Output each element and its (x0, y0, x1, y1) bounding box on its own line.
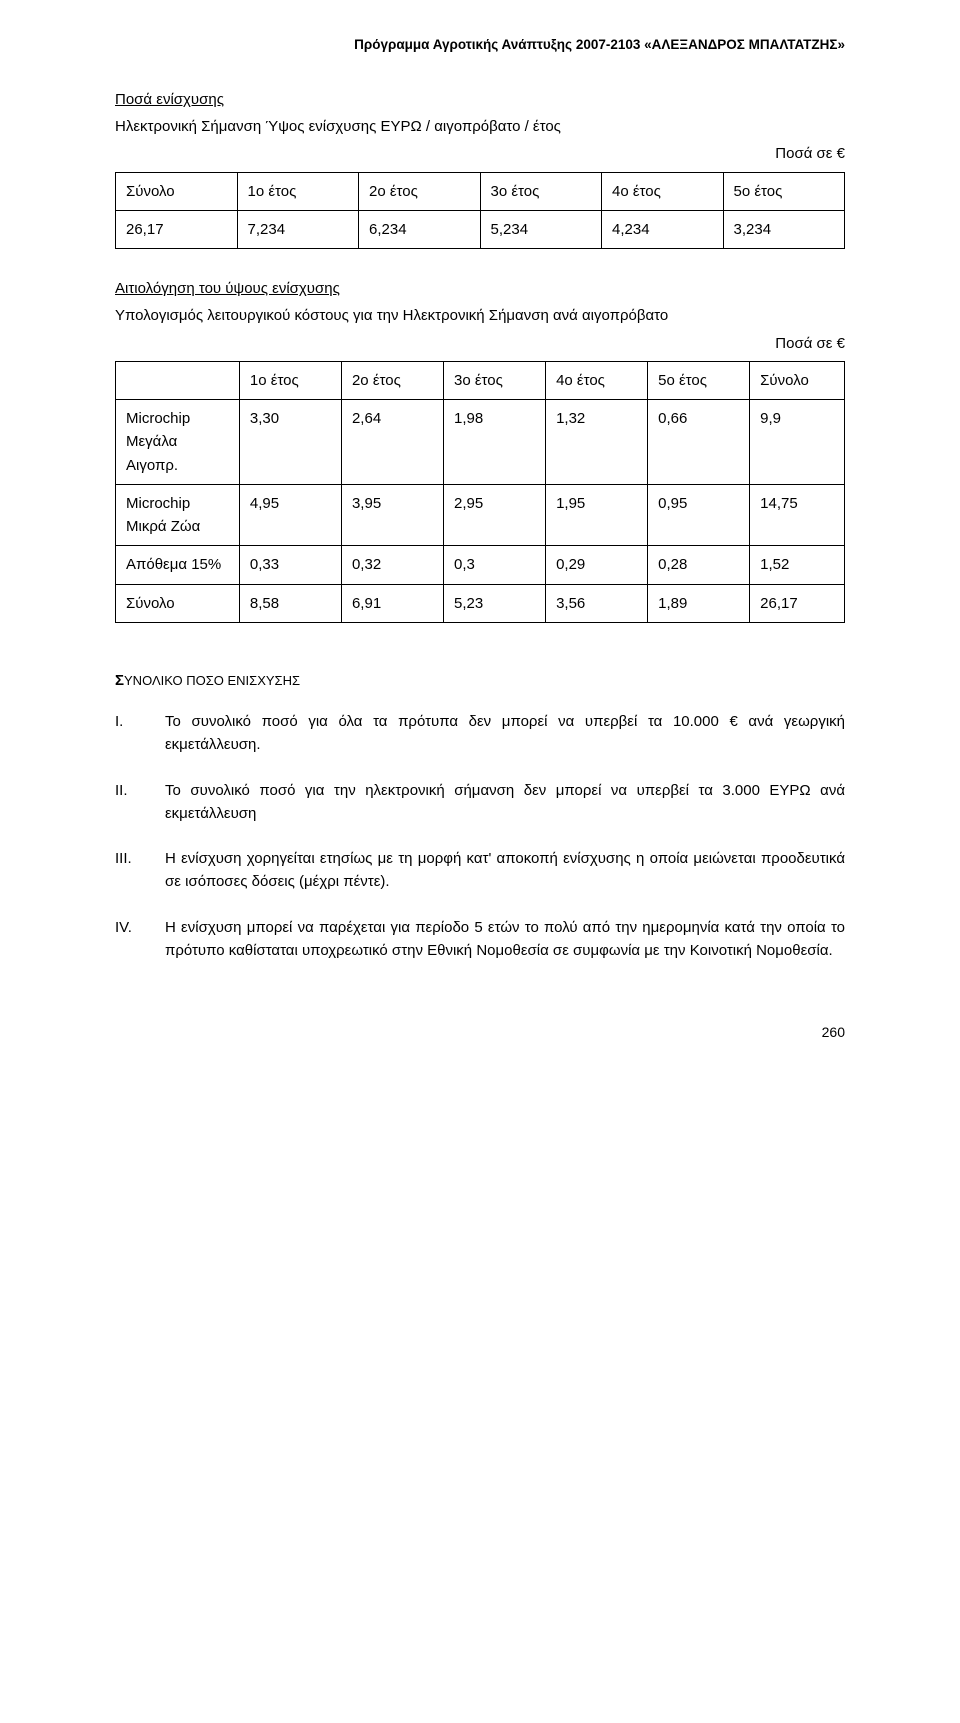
page-number: 260 (115, 1022, 845, 1044)
section3-title: ΣΥΝΟΛΙΚΟ ΠΟΣΟ ΕΝΙΣΧΥΣΗΣ (115, 669, 845, 692)
cell: 1,52 (750, 546, 845, 584)
cell: 1,89 (648, 584, 750, 622)
list-item: IV. Η ενίσχυση μπορεί να παρέχεται για π… (115, 916, 845, 963)
section1-right-label: Ποσά σε € (115, 142, 845, 165)
cell: 5ο έτος (723, 172, 845, 210)
section2-subtitle: Υπολογισμός λειτουργικού κόστους για την… (115, 304, 845, 327)
cell: 26,17 (750, 584, 845, 622)
cell: 1ο έτος (237, 172, 359, 210)
doc-header: Πρόγραμμα Αγροτικής Ανάπτυξης 2007-2103 … (115, 35, 845, 56)
cell: 4ο έτος (602, 172, 724, 210)
cell: 8,58 (239, 584, 341, 622)
cell: 6,234 (359, 210, 481, 248)
cell: 3,95 (341, 484, 443, 546)
cell: 5,23 (444, 584, 546, 622)
cell: 0,3 (444, 546, 546, 584)
roman-num: I. (115, 710, 165, 757)
roman-text: Το συνολικό ποσό για όλα τα πρότυπα δεν … (165, 710, 845, 757)
section1-title: Ποσά ενίσχυσης (115, 88, 845, 111)
table2: 1ο έτος 2ο έτος 3ο έτος 4ο έτος 5ο έτος … (115, 361, 845, 623)
cell: 26,17 (116, 210, 238, 248)
table1: Σύνολο 1ο έτος 2ο έτος 3ο έτος 4ο έτος 5… (115, 172, 845, 250)
cell: 9,9 (750, 400, 845, 485)
cell: Σύνολο (750, 361, 845, 399)
cell: Σύνολο (116, 584, 240, 622)
cell: 0,33 (239, 546, 341, 584)
roman-text: Η ενίσχυση μπορεί να παρέχεται για περίο… (165, 916, 845, 963)
cell: Microchip Μικρά Ζώα (116, 484, 240, 546)
cell: 1ο έτος (239, 361, 341, 399)
cell: 3,234 (723, 210, 845, 248)
cell: 2ο έτος (359, 172, 481, 210)
cell: 3,30 (239, 400, 341, 485)
cell: 14,75 (750, 484, 845, 546)
roman-text: Η ενίσχυση χορηγείται ετησίως με τη μορφ… (165, 847, 845, 894)
cell (116, 361, 240, 399)
cell: 0,95 (648, 484, 750, 546)
cell: Microchip Μεγάλα Αιγοπρ. (116, 400, 240, 485)
cell: 0,32 (341, 546, 443, 584)
table-row: Σύνολο 8,58 6,91 5,23 3,56 1,89 26,17 (116, 584, 845, 622)
table-row: Microchip Μεγάλα Αιγοπρ. 3,30 2,64 1,98 … (116, 400, 845, 485)
cell: 3ο έτος (480, 172, 602, 210)
list-item: II. Το συνολικό ποσό για την ηλεκτρονική… (115, 779, 845, 826)
table-row: 1ο έτος 2ο έτος 3ο έτος 4ο έτος 5ο έτος … (116, 361, 845, 399)
cell: 2,64 (341, 400, 443, 485)
list-item: III. Η ενίσχυση χορηγείται ετησίως με τη… (115, 847, 845, 894)
cell: 4,95 (239, 484, 341, 546)
cell: 6,91 (341, 584, 443, 622)
cell: 0,29 (546, 546, 648, 584)
cell: 1,95 (546, 484, 648, 546)
cell: 0,28 (648, 546, 750, 584)
section2-right-label: Ποσά σε € (115, 332, 845, 355)
cell: 0,66 (648, 400, 750, 485)
cell: 5ο έτος (648, 361, 750, 399)
cell: 7,234 (237, 210, 359, 248)
table-row: 26,17 7,234 6,234 5,234 4,234 3,234 (116, 210, 845, 248)
cell: 1,32 (546, 400, 648, 485)
cell: 3,56 (546, 584, 648, 622)
roman-list: I. Το συνολικό ποσό για όλα τα πρότυπα δ… (115, 710, 845, 962)
cell: 4,234 (602, 210, 724, 248)
roman-num: IV. (115, 916, 165, 963)
list-item: I. Το συνολικό ποσό για όλα τα πρότυπα δ… (115, 710, 845, 757)
cell: 1,98 (444, 400, 546, 485)
cell: 2ο έτος (341, 361, 443, 399)
roman-num: II. (115, 779, 165, 826)
table-row: Microchip Μικρά Ζώα 4,95 3,95 2,95 1,95 … (116, 484, 845, 546)
cell: Σύνολο (116, 172, 238, 210)
section1-subtitle: Ηλεκτρονική Σήμανση Ύψος ενίσχυσης ΕΥΡΩ … (115, 115, 845, 138)
roman-num: III. (115, 847, 165, 894)
cell: 3ο έτος (444, 361, 546, 399)
cell: 4ο έτος (546, 361, 648, 399)
roman-text: Το συνολικό ποσό για την ηλεκτρονική σήμ… (165, 779, 845, 826)
table-row: Απόθεμα 15% 0,33 0,32 0,3 0,29 0,28 1,52 (116, 546, 845, 584)
table-row: Σύνολο 1ο έτος 2ο έτος 3ο έτος 4ο έτος 5… (116, 172, 845, 210)
cell: 2,95 (444, 484, 546, 546)
cell: Απόθεμα 15% (116, 546, 240, 584)
cell: 5,234 (480, 210, 602, 248)
section2-title: Αιτιολόγηση του ύψους ενίσχυσης (115, 277, 845, 300)
section3-title-text: ΥΝΟΛΙΚΟ ΠΟΣΟ ΕΝΙΣΧΥΣΗΣ (124, 673, 300, 688)
